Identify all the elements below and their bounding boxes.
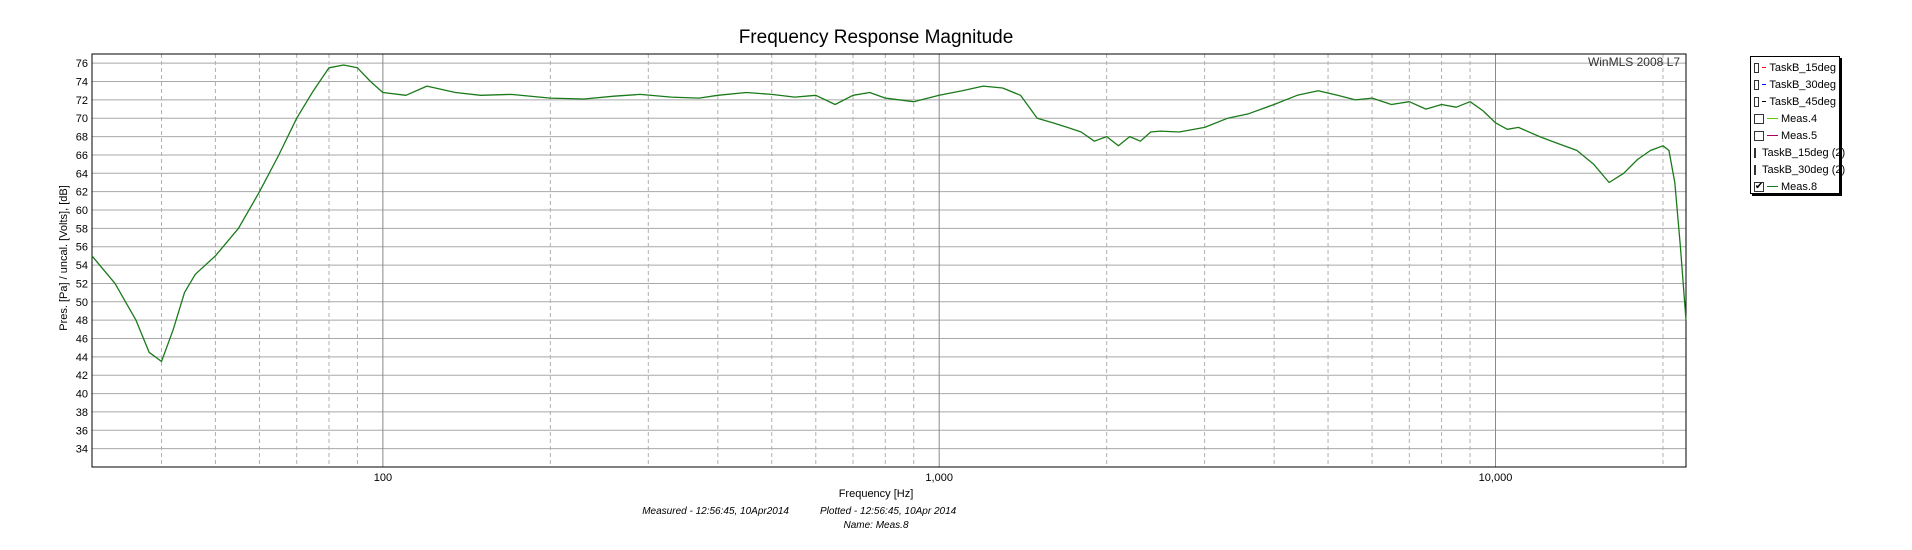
x-tick-label: 1,000 xyxy=(925,472,953,484)
y-tick-label: 42 xyxy=(76,370,88,382)
legend-label: TaskB_15deg xyxy=(1769,61,1836,74)
legend-item[interactable]: TaskB_15deg (2) xyxy=(1754,144,1845,161)
y-tick-label: 72 xyxy=(76,95,88,107)
legend-checkbox[interactable] xyxy=(1754,164,1756,175)
legend-label: TaskB_30deg xyxy=(1769,78,1836,91)
legend-checkbox[interactable] xyxy=(1754,62,1760,73)
legend-swatch xyxy=(1767,118,1778,119)
y-tick-label: 52 xyxy=(76,278,88,290)
y-tick-label: 44 xyxy=(76,352,88,364)
legend-item[interactable]: Meas.5 xyxy=(1754,127,1836,144)
legend-label: Meas.5 xyxy=(1781,129,1818,142)
y-tick-label: 70 xyxy=(76,113,88,125)
legend-item[interactable]: TaskB_30deg (2) xyxy=(1754,161,1845,178)
legend-item[interactable]: TaskB_15deg xyxy=(1754,59,1836,76)
legend-item[interactable]: ✔ Meas.8 xyxy=(1754,178,1836,195)
legend-swatch xyxy=(1762,84,1767,85)
legend-checkbox[interactable] xyxy=(1754,79,1760,90)
y-axis-label: Pres. [Pa] / uncal. [Volts], [dB] xyxy=(58,185,70,331)
legend-checkbox[interactable] xyxy=(1754,96,1760,107)
y-tick-label: 38 xyxy=(76,407,88,419)
legend-label: TaskB_15deg (2) xyxy=(1762,146,1846,159)
y-axis-ticks: 34 36 38 40 42 44 46 48 50 52 54 56 58 60 62 64 66 68 70 72… xyxy=(76,58,88,455)
legend-checkbox[interactable]: ✔ xyxy=(1754,180,1764,192)
legend-checkbox[interactable] xyxy=(1754,130,1764,141)
y-tick-label: 68 xyxy=(76,132,88,144)
y-tick-label: 58 xyxy=(76,223,88,235)
series-layer xyxy=(91,64,1687,363)
measured-timestamp: Measured - 12:56:45, 10Apr2014 xyxy=(642,506,789,517)
legend-swatch xyxy=(1767,186,1778,187)
legend-label: TaskB_30deg (2) xyxy=(1762,163,1846,176)
y-tick-label: 50 xyxy=(76,297,88,309)
x-axis-ticks: 100 1,000 10,000 xyxy=(374,472,1513,484)
legend-checkbox[interactable] xyxy=(1754,113,1764,124)
legend-label: Meas.4 xyxy=(1781,112,1818,125)
x-axis-label: Frequency [Hz] xyxy=(839,488,914,500)
y-tick-label: 56 xyxy=(76,242,88,254)
y-tick-label: 74 xyxy=(76,77,88,89)
legend-swatch xyxy=(1767,135,1778,136)
y-tick-label: 62 xyxy=(76,187,88,199)
y-tick-label: 46 xyxy=(76,334,88,346)
x-tick-label: 10,000 xyxy=(1479,472,1513,484)
y-tick-label: 64 xyxy=(76,168,88,180)
y-tick-label: 54 xyxy=(76,260,88,272)
chart-title: Frequency Response Magnitude xyxy=(739,27,1014,48)
legend-swatch xyxy=(1762,101,1767,102)
y-tick-label: 48 xyxy=(76,315,88,327)
plotted-timestamp: Plotted - 12:56:45, 10Apr 2014 xyxy=(820,506,957,517)
plot-frame xyxy=(91,53,1687,468)
x-tick-label: 100 xyxy=(374,472,392,484)
legend-item[interactable]: TaskB_30deg xyxy=(1754,76,1836,93)
legend-label: TaskB_45deg xyxy=(1769,95,1836,108)
y-tick-label: 60 xyxy=(76,205,88,217)
grid-lines xyxy=(91,54,1686,467)
measurement-name: Name: Meas.8 xyxy=(843,520,908,531)
y-tick-label: 66 xyxy=(76,150,88,162)
legend: TaskB_15deg TaskB_30deg TaskB_45deg Meas.4 M… xyxy=(1750,56,1845,195)
watermark: WinMLS 2008 L7 xyxy=(1588,55,1680,69)
legend-item[interactable]: Meas.4 xyxy=(1754,110,1836,127)
legend-item[interactable]: TaskB_45deg xyxy=(1754,93,1836,110)
legend-swatch xyxy=(1762,67,1767,68)
legend-checkbox[interactable] xyxy=(1754,147,1756,158)
y-tick-label: 76 xyxy=(76,58,88,70)
y-tick-label: 40 xyxy=(76,389,88,401)
y-tick-label: 34 xyxy=(76,444,88,456)
series-line-meas8 xyxy=(91,64,1687,363)
legend-label: Meas.8 xyxy=(1781,180,1818,193)
y-tick-label: 36 xyxy=(76,425,88,437)
